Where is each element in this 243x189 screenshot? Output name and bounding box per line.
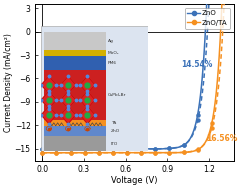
Text: 14.54%: 14.54% xyxy=(181,60,212,69)
X-axis label: Voltage (V): Voltage (V) xyxy=(111,176,158,185)
Text: 16.56%: 16.56% xyxy=(206,134,237,143)
Y-axis label: Current Density (mA/cm²): Current Density (mA/cm²) xyxy=(4,33,13,132)
Legend: ZnO, ZnO/TA: ZnO, ZnO/TA xyxy=(185,8,230,29)
